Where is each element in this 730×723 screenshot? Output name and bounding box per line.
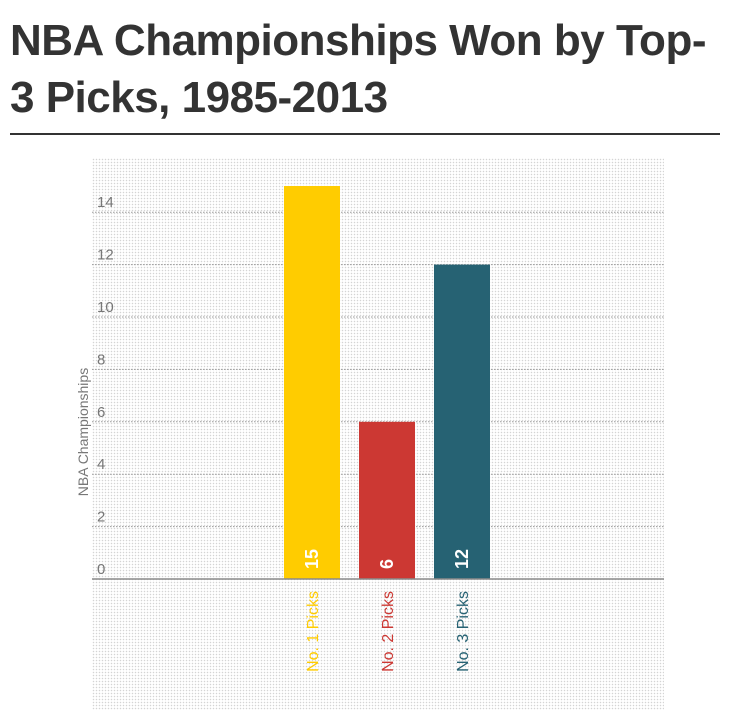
bar-value-label: 12 [452, 549, 472, 569]
category-label: No. 2 Picks [380, 591, 397, 672]
category-label: No. 1 Picks [305, 591, 322, 672]
bar [284, 186, 340, 579]
y-tick-label: 6 [97, 404, 105, 421]
y-tick-label: 0 [97, 561, 105, 578]
bar [434, 264, 490, 579]
y-axis-title: NBA Championships [75, 368, 91, 496]
page-title: NBA Championships Won by Top-3 Picks, 19… [10, 16, 706, 122]
bar-value-label: 15 [302, 549, 322, 569]
y-tick-label: 4 [97, 456, 105, 473]
category-label: No. 3 Picks [455, 591, 472, 672]
y-tick-label: 14 [97, 194, 114, 211]
y-tick-label: 10 [97, 299, 114, 316]
y-tick-label: 12 [97, 247, 114, 264]
title-divider [10, 133, 720, 135]
y-tick-label: 2 [97, 509, 105, 526]
bar [359, 421, 415, 579]
bar-value-label: 6 [377, 559, 397, 569]
plot-background [92, 158, 664, 710]
y-tick-label: 8 [97, 351, 105, 368]
